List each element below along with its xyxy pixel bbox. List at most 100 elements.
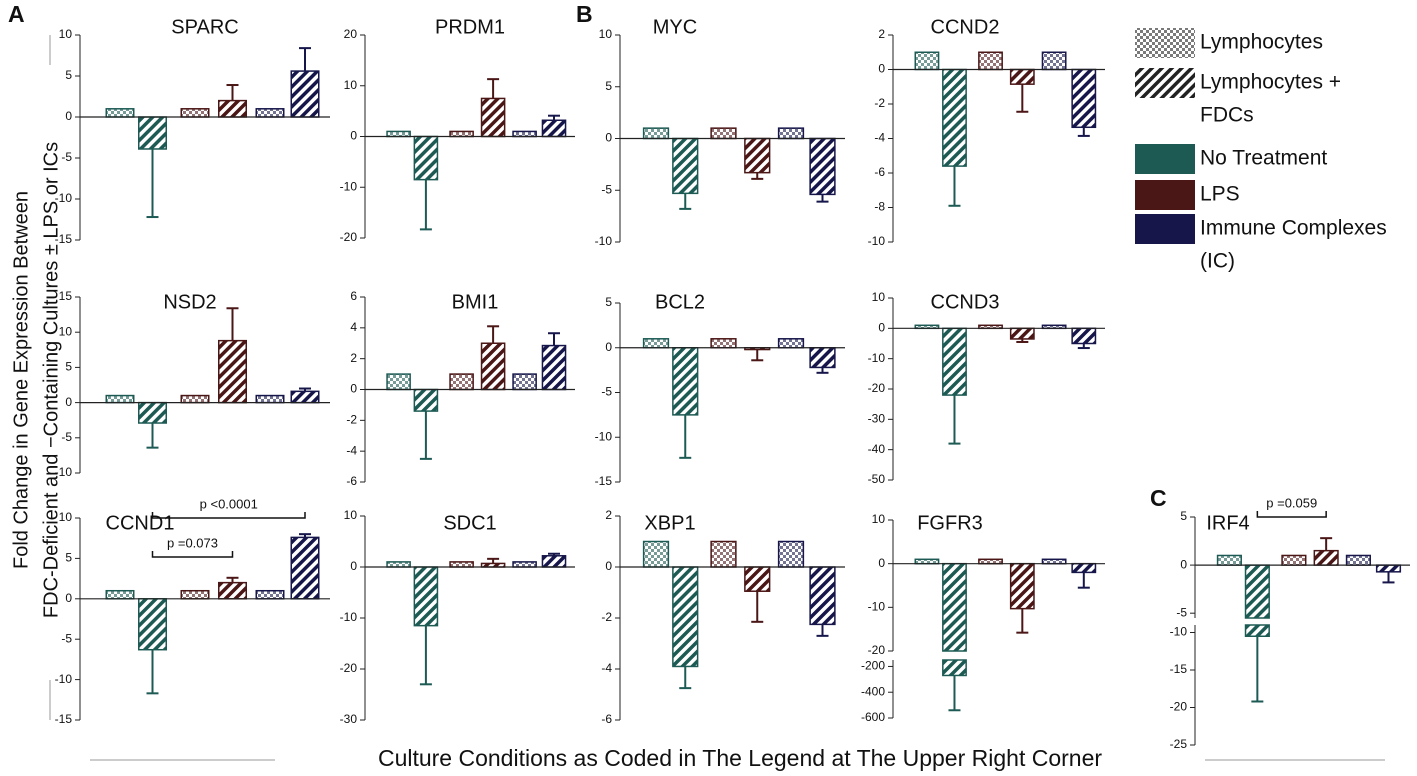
bar — [512, 130, 537, 138]
bar — [255, 108, 285, 118]
y-tick-label: -8 — [874, 200, 885, 214]
y-tick-label: 0 — [878, 62, 885, 76]
bar — [218, 99, 247, 118]
bar — [1071, 562, 1097, 574]
bar — [1041, 51, 1067, 71]
y-tick-label: 10 — [599, 27, 613, 41]
bar — [449, 130, 474, 138]
y-tick-label: 6 — [350, 289, 357, 303]
y-tick-label: -15 — [1170, 662, 1188, 676]
y-tick-label: -20 — [868, 381, 886, 395]
y-tick-label: 0 — [350, 382, 357, 396]
bar — [1244, 564, 1270, 619]
bar — [105, 589, 135, 600]
bar — [978, 51, 1003, 71]
chart-title: BCL2 — [655, 291, 705, 313]
bar — [942, 327, 967, 396]
bar — [809, 137, 836, 196]
bar — [218, 339, 247, 404]
chart-title: SDC1 — [443, 512, 496, 534]
y-tick-label: -15 — [55, 712, 73, 726]
y-tick-label: 2 — [605, 508, 612, 522]
bar — [386, 373, 411, 391]
bar — [942, 562, 967, 652]
y-tick-label: 4 — [350, 320, 357, 334]
bar — [777, 127, 805, 140]
bar — [1313, 549, 1339, 566]
y-tick-label: 10 — [59, 324, 73, 338]
y-tick-label: 0 — [1180, 557, 1187, 571]
legend-label: LPS — [1200, 183, 1240, 206]
y-tick-label: 0 — [878, 556, 885, 570]
y-tick-label: 10 — [59, 27, 73, 41]
y-tick-label: 10 — [344, 78, 358, 92]
y-tick-label: -4 — [601, 661, 612, 675]
y-axis-label: FDC-Deficient and −Containing Cultures ±… — [40, 142, 62, 618]
bar — [744, 566, 771, 592]
bar — [290, 536, 320, 600]
significance-bracket — [151, 512, 306, 519]
y-tick-label: -30 — [868, 412, 886, 426]
y-tick-label: 15 — [59, 289, 73, 303]
legend-label: Lymphocytes + — [1200, 71, 1341, 94]
y-tick-label: 10 — [59, 510, 73, 524]
bar — [809, 347, 836, 369]
bar — [1244, 624, 1270, 637]
y-tick-label: -5 — [601, 182, 612, 196]
y-tick-label: -400 — [861, 684, 885, 698]
bar — [541, 119, 567, 138]
bar — [1216, 554, 1242, 566]
y-tick-label: 0 — [65, 109, 72, 123]
y-tick-label: -6 — [874, 165, 885, 179]
bar — [1375, 564, 1402, 573]
bar — [642, 338, 670, 349]
y-tick-label: -15 — [595, 474, 613, 488]
y-axis-label: Fold Change in Gene Expression Between — [10, 191, 32, 569]
y-tick-label: 5 — [65, 551, 72, 565]
bar — [1071, 68, 1097, 129]
bar — [942, 659, 967, 677]
y-tick-label: 10 — [872, 290, 886, 304]
y-tick-label: -2 — [874, 96, 885, 110]
bar — [1071, 327, 1097, 345]
y-tick-label: 10 — [872, 512, 886, 526]
bar — [512, 561, 537, 568]
bar — [386, 130, 411, 138]
legend-swatch — [1135, 180, 1195, 210]
y-tick-label: -25 — [1170, 737, 1188, 751]
bar — [449, 373, 474, 391]
y-tick-label: 0 — [350, 559, 357, 573]
y-tick-label: -6 — [346, 474, 357, 488]
y-tick-label: -10 — [868, 234, 886, 248]
bar — [672, 137, 699, 195]
bar — [672, 347, 699, 416]
bar — [255, 589, 285, 600]
y-tick-label: 5 — [65, 68, 72, 82]
y-tick-label: 0 — [65, 395, 72, 409]
y-tick-label: -6 — [601, 712, 612, 726]
bar — [1009, 562, 1035, 610]
bar — [290, 70, 320, 118]
bar — [180, 589, 210, 600]
bar — [672, 566, 699, 668]
y-tick-label: 5 — [1180, 509, 1187, 523]
y-tick-label: -2 — [601, 610, 612, 624]
chart-title: PRDM1 — [435, 16, 505, 38]
y-tick-label: 2 — [350, 351, 357, 365]
panel-letter: B — [576, 1, 593, 27]
legend-label: (IC) — [1200, 250, 1235, 273]
bar — [710, 127, 737, 140]
chart-title: CCND3 — [931, 291, 1000, 313]
y-tick-label: -4 — [874, 131, 885, 145]
chart-title: SPARC — [171, 16, 238, 38]
y-tick-label: -20 — [340, 230, 358, 244]
bar — [413, 566, 439, 627]
bar — [777, 338, 805, 349]
chart-title: MYC — [653, 16, 697, 38]
bar — [744, 137, 771, 174]
chart-title: NSD2 — [163, 291, 216, 313]
y-tick-label: 0 — [878, 321, 885, 335]
bar — [449, 561, 474, 568]
bar — [710, 540, 737, 568]
y-tick-label: -10 — [868, 600, 886, 614]
